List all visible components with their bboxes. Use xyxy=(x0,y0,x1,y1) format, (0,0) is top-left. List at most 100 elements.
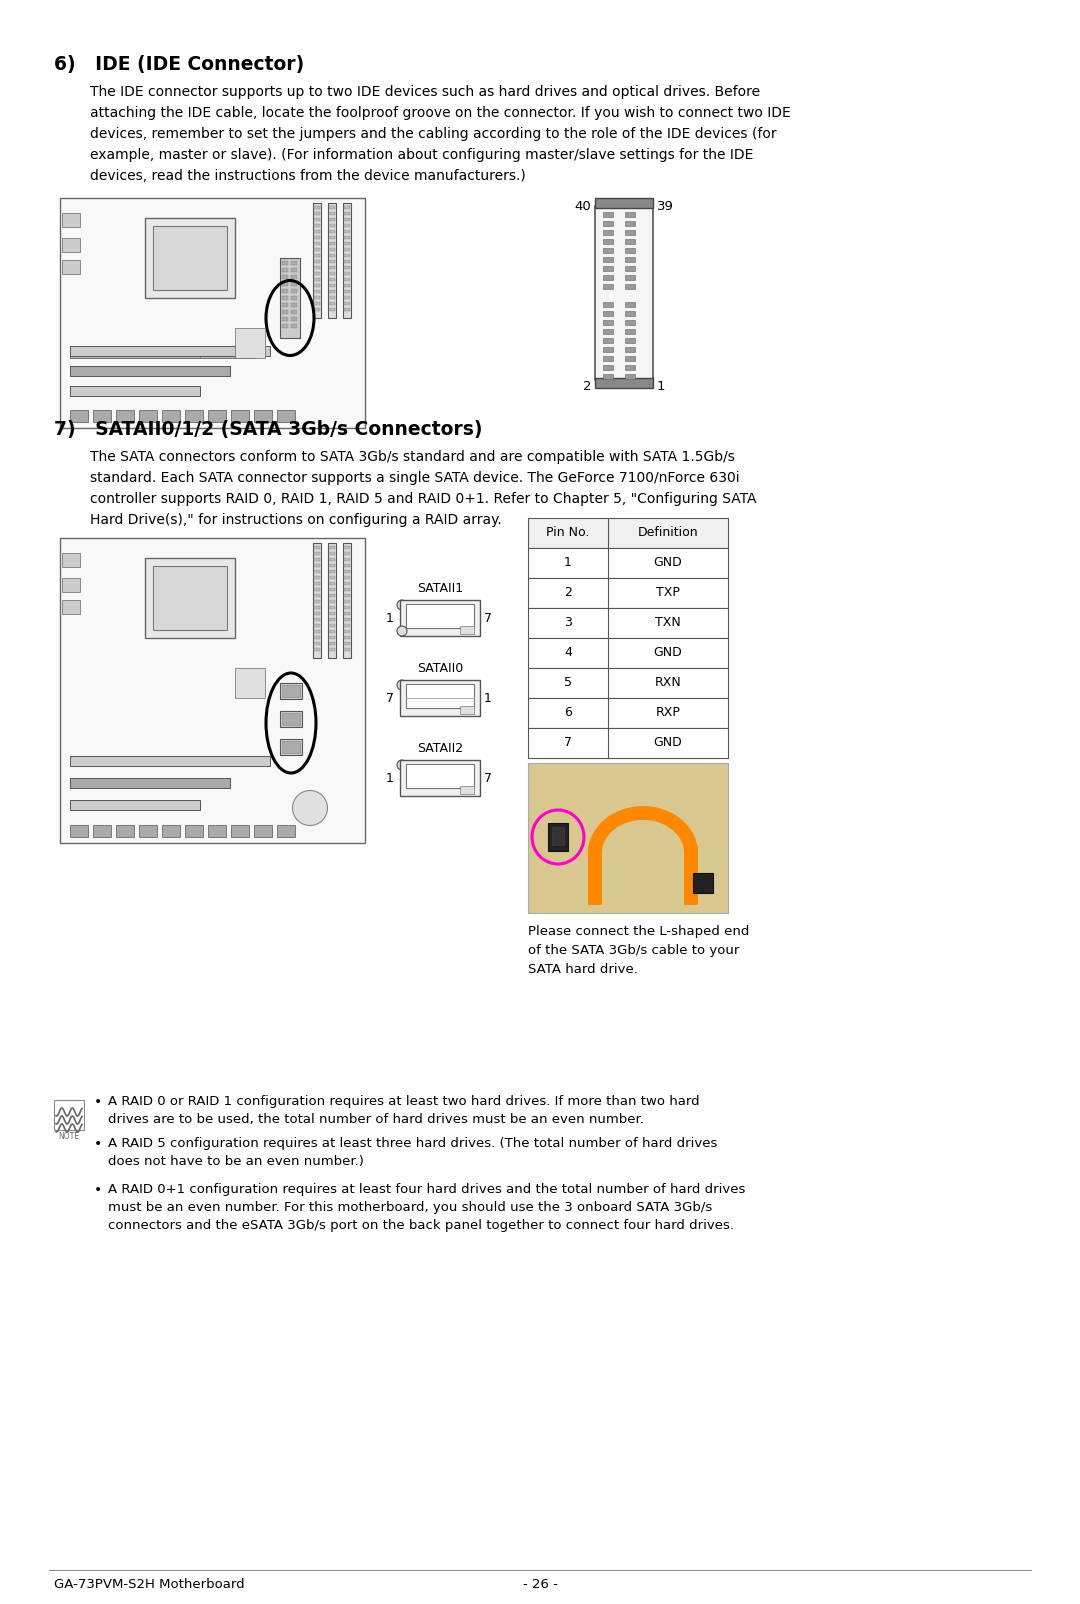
Bar xyxy=(343,204,351,318)
Bar xyxy=(603,374,613,379)
Bar xyxy=(345,642,350,645)
Bar xyxy=(291,274,297,279)
Bar xyxy=(314,600,320,603)
Bar xyxy=(314,552,320,555)
Bar xyxy=(314,630,320,634)
Bar xyxy=(595,197,653,209)
Bar xyxy=(345,273,350,274)
Bar xyxy=(603,311,613,316)
Bar xyxy=(329,624,335,627)
Text: •: • xyxy=(94,1137,103,1152)
Bar xyxy=(314,308,320,311)
Bar xyxy=(625,274,635,281)
Bar xyxy=(603,284,613,289)
Bar xyxy=(70,348,235,358)
Bar xyxy=(329,613,335,614)
Bar xyxy=(235,667,265,698)
Bar xyxy=(70,778,230,788)
Bar xyxy=(60,197,365,428)
Text: SATAII2: SATAII2 xyxy=(417,743,463,755)
Bar xyxy=(162,824,180,837)
Bar xyxy=(314,284,320,287)
Text: A RAID 5 configuration requires at least three hard drives. (The total number of: A RAID 5 configuration requires at least… xyxy=(108,1137,717,1150)
Bar xyxy=(314,212,320,215)
Bar xyxy=(54,1100,84,1129)
Bar xyxy=(93,824,111,837)
Bar xyxy=(329,552,335,555)
Bar xyxy=(595,379,653,388)
Bar xyxy=(625,266,635,271)
Bar xyxy=(345,569,350,573)
Text: 1: 1 xyxy=(484,691,491,704)
Bar xyxy=(603,229,613,236)
Bar xyxy=(329,249,335,250)
Text: 3: 3 xyxy=(564,616,572,629)
Bar xyxy=(329,618,335,621)
Text: Hard Drive(s)," for instructions on configuring a RAID array.: Hard Drive(s)," for instructions on conf… xyxy=(90,513,502,528)
Bar xyxy=(603,302,613,306)
Bar xyxy=(345,302,350,305)
Bar xyxy=(345,277,350,281)
Bar xyxy=(291,318,297,321)
Bar xyxy=(548,823,568,852)
Bar xyxy=(329,297,335,298)
Bar xyxy=(145,558,235,638)
Bar xyxy=(603,329,613,334)
Bar xyxy=(329,593,335,597)
Bar xyxy=(282,714,300,725)
Bar xyxy=(345,212,350,215)
Bar xyxy=(345,218,350,221)
Bar xyxy=(314,618,320,621)
Text: 2: 2 xyxy=(564,587,572,600)
Bar xyxy=(625,302,635,306)
Text: A RAID 0+1 configuration requires at least four hard drives and the total number: A RAID 0+1 configuration requires at lea… xyxy=(108,1184,745,1197)
Bar xyxy=(314,576,320,579)
Bar xyxy=(162,411,180,422)
Bar xyxy=(276,411,295,422)
Bar xyxy=(625,221,635,226)
Bar xyxy=(329,290,335,294)
Text: 1: 1 xyxy=(387,611,394,624)
Bar xyxy=(329,558,335,561)
Bar xyxy=(345,582,350,585)
Bar xyxy=(603,274,613,281)
Bar xyxy=(528,728,728,759)
Bar xyxy=(528,698,728,728)
Bar xyxy=(345,558,350,561)
Bar xyxy=(70,755,270,767)
Text: 7)   SATAII0/1/2 (SATA 3Gb/s Connectors): 7) SATAII0/1/2 (SATA 3Gb/s Connectors) xyxy=(54,420,483,439)
Bar xyxy=(625,356,635,361)
Bar xyxy=(400,680,480,715)
Text: SATAII0: SATAII0 xyxy=(417,662,463,675)
Bar xyxy=(254,411,272,422)
Bar xyxy=(282,318,288,321)
Text: must be an even number. For this motherboard, you should use the 3 onboard SATA : must be an even number. For this motherb… xyxy=(108,1201,712,1214)
Bar xyxy=(328,204,336,318)
Bar xyxy=(345,565,350,566)
Bar xyxy=(70,387,200,396)
Bar xyxy=(208,411,226,422)
Bar xyxy=(314,290,320,294)
Bar xyxy=(329,225,335,228)
Bar xyxy=(329,212,335,215)
Bar xyxy=(345,236,350,239)
Bar xyxy=(314,613,320,614)
Bar xyxy=(280,683,302,699)
Bar xyxy=(314,637,320,638)
Bar xyxy=(314,589,320,590)
Bar xyxy=(329,648,335,651)
Bar xyxy=(329,600,335,603)
Bar xyxy=(345,290,350,294)
Bar xyxy=(291,261,297,265)
Bar xyxy=(595,205,653,380)
Text: 6)   IDE (IDE Connector): 6) IDE (IDE Connector) xyxy=(54,55,305,74)
Bar xyxy=(625,284,635,289)
Bar xyxy=(314,648,320,651)
Bar xyxy=(329,253,335,257)
Bar xyxy=(291,310,297,314)
Bar xyxy=(625,374,635,379)
Bar xyxy=(231,411,249,422)
Bar xyxy=(314,642,320,645)
Text: RXP: RXP xyxy=(656,706,680,720)
Bar xyxy=(276,824,295,837)
